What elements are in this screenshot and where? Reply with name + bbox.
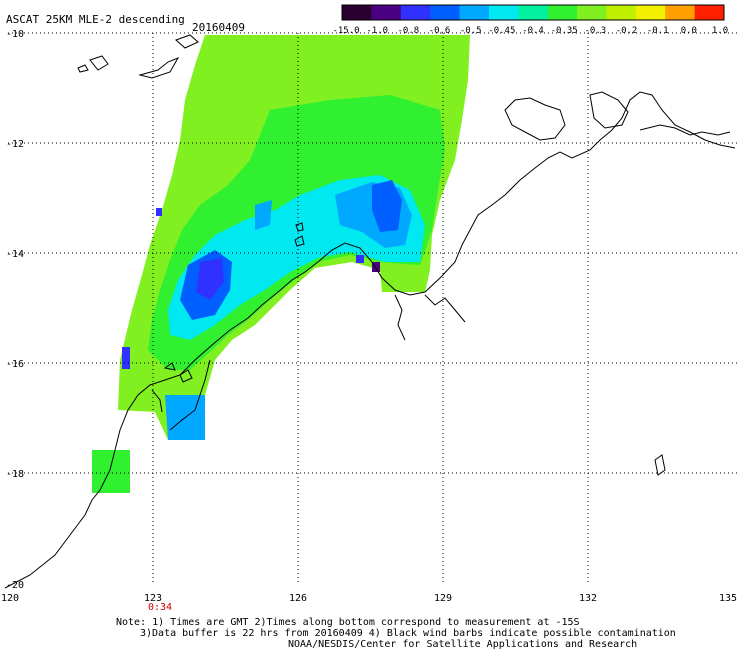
lon-label-2: 123	[144, 593, 162, 604]
colorbar-label: -0.4	[522, 26, 544, 36]
islands	[77, 34, 305, 383]
colorbar: -15.0 -1.0 -0.8 -0.6 -0.5 -0.45 -0.4 -0.35 -0.3-…	[332, 4, 728, 36]
colorbar-swatch	[430, 5, 461, 20]
colorbar-label: 1.0	[712, 26, 728, 36]
colorbar-swatch	[635, 5, 666, 20]
map-date: 20160409	[192, 21, 245, 34]
colorbar-swatch	[606, 5, 637, 20]
lat-label-3: -14	[6, 249, 24, 260]
colorbar-swatch	[371, 5, 402, 20]
colorbar-label: -0.5	[460, 26, 482, 36]
lat-label-6: -20	[6, 580, 24, 591]
data-swath	[92, 35, 470, 493]
lat-label-4: -16	[6, 359, 24, 370]
lon-label-3: 126	[289, 593, 307, 604]
lat-label-2: -12	[6, 139, 24, 150]
colorbar-label: -0.6	[429, 26, 451, 36]
coastline	[4, 91, 736, 589]
colorbar-label: -0.3	[584, 26, 606, 36]
lat-label-1: -10	[6, 29, 24, 40]
lon-labels: 120 123 126 129 132 135	[1, 593, 737, 604]
colorbar-label: -0.45	[488, 26, 515, 36]
colorbar-border	[341, 4, 725, 21]
time-label: 0:34	[148, 602, 172, 613]
colorbar-swatch	[518, 5, 549, 20]
colorbar-label: -1.0	[366, 26, 388, 36]
colorbar-label: -0.35	[551, 26, 578, 36]
colorbar-swatch	[547, 5, 578, 20]
colorbar-swatch	[694, 5, 725, 20]
lon-label-5: 132	[579, 593, 597, 604]
colorbar-swatch	[459, 5, 490, 20]
footer-note-1: Note: 1) Times are GMT 2)Times along bot…	[116, 617, 580, 628]
colorbar-swatch	[665, 5, 696, 20]
lon-label-6: 135	[719, 593, 737, 604]
colorbar-swatch	[342, 5, 372, 20]
map-title: ASCAT 25KM MLE-2 descending	[6, 13, 185, 26]
footer-note-2: 3)Data buffer is 22 hrs from 20160409 4)…	[140, 628, 676, 639]
colorbar-label: -0.2	[616, 26, 638, 36]
colorbar-label: -15.0	[332, 26, 359, 36]
lat-label-5: -18	[6, 469, 24, 480]
lon-label-1: 120	[1, 593, 19, 604]
colorbar-label: -0.1	[647, 26, 669, 36]
graticule	[8, 32, 738, 585]
colorbar-label: -0.8	[397, 26, 419, 36]
colorbar-swatch	[577, 5, 607, 20]
lon-label-4: 129	[434, 593, 452, 604]
colorbar-label: 0.0	[681, 26, 697, 36]
footer-credit: NOAA/NESDIS/Center for Satellite Applica…	[288, 639, 638, 650]
colorbar-swatch	[400, 5, 431, 20]
colorbar-swatch	[488, 5, 519, 20]
lat-labels: -10 -12 -14 -16 -18 -20	[6, 29, 24, 591]
